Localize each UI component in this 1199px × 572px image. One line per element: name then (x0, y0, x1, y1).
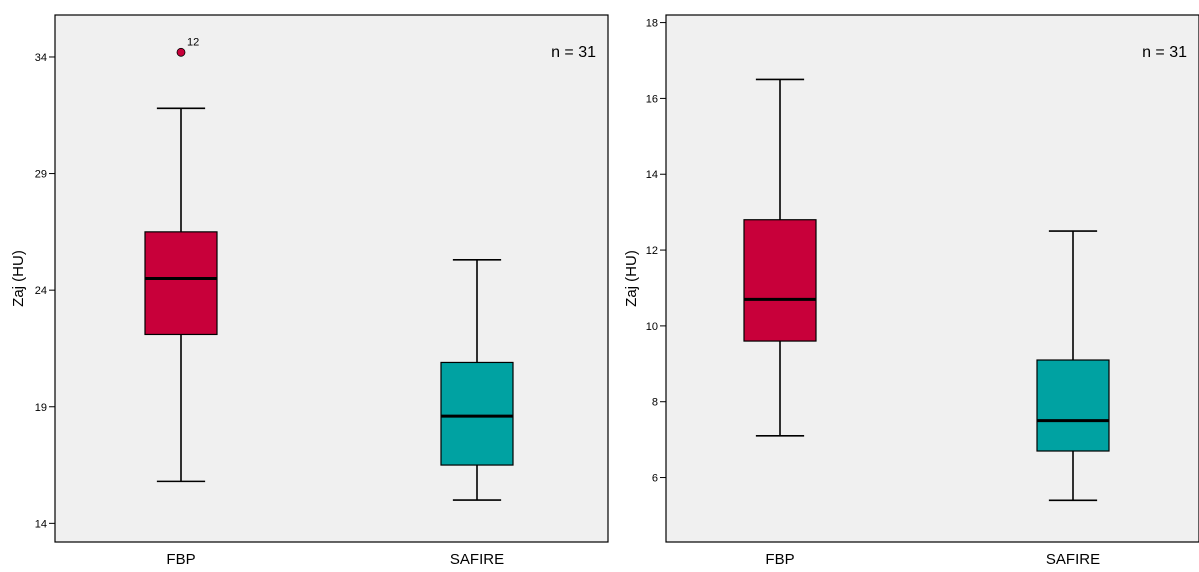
chart-panel-1: 14 19 24 29 34 Zaj (HU) n = 31 12 FBP SAFIRE (10, 14, 609, 568)
sample-size-label: n = 31 (1142, 44, 1187, 61)
box-safire (1036, 230, 1110, 502)
iqr-box (1036, 359, 1110, 452)
y-tick-label: 19 (35, 402, 47, 414)
x-category-label: SAFIRE (450, 551, 504, 568)
y-tick-label: 18 (646, 18, 658, 30)
iqr-box (144, 231, 218, 336)
y-tick-label: 29 (35, 169, 47, 181)
box-fbp: 12 (144, 36, 218, 483)
y-tick-label: 34 (35, 52, 47, 64)
iqr-box (440, 361, 514, 466)
x-category-label: FBP (765, 551, 794, 568)
y-tick-label: 8 (652, 397, 658, 409)
plot-area (54, 14, 609, 543)
outlier-point (176, 47, 186, 57)
y-tick-label: 16 (646, 93, 658, 105)
y-tick-label: 14 (646, 169, 658, 181)
sample-size-label: n = 31 (551, 44, 596, 61)
y-tick-label: 14 (35, 518, 47, 530)
y-axis-label: Zaj (HU) (10, 250, 27, 307)
box-fbp (743, 78, 817, 437)
x-category-label: SAFIRE (1046, 551, 1100, 568)
y-tick-label: 10 (646, 321, 658, 333)
chart-panel-2: 6 8 10 12 14 16 18 Zaj (HU) n = 31 FBP SAFIRE (623, 14, 1199, 568)
y-tick-label: 12 (646, 245, 658, 257)
y-tick-label: 24 (35, 285, 47, 297)
x-category-label: FBP (166, 551, 195, 568)
outlier-label: 12 (187, 36, 199, 48)
y-axis-label: Zaj (HU) (623, 250, 640, 307)
box-safire (440, 259, 514, 501)
iqr-box (743, 219, 817, 342)
y-tick-label: 6 (652, 473, 658, 485)
